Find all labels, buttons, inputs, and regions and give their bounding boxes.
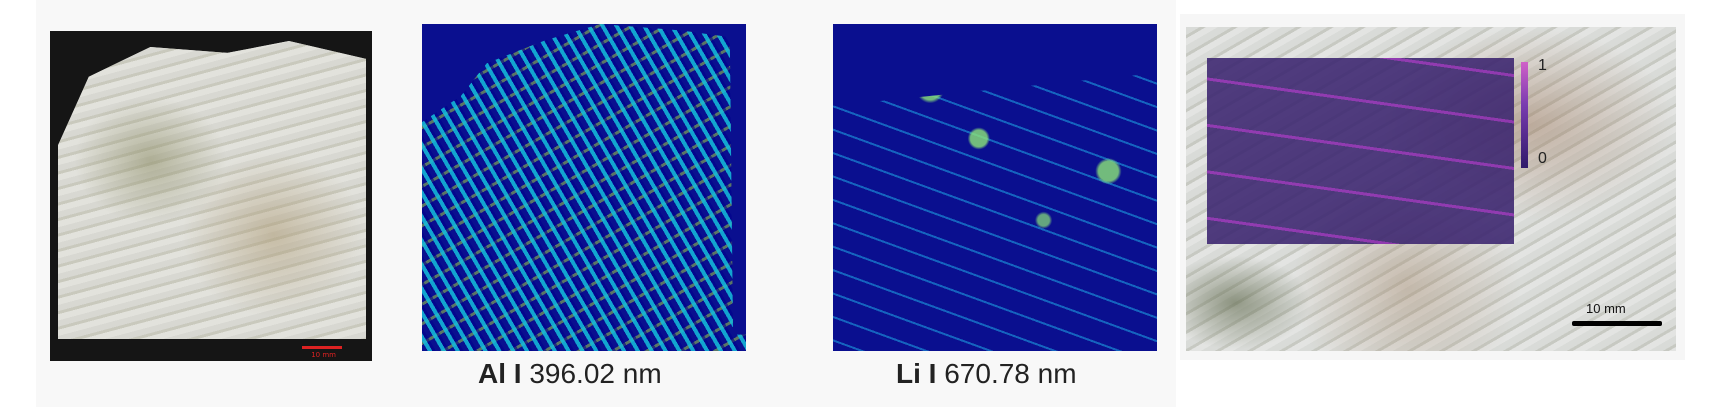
sample-photo: 10 mm: [50, 31, 372, 361]
li-distribution-overlay: [1207, 58, 1514, 244]
sample-surface-photo: 1 0 10 mm: [1186, 27, 1676, 351]
scale-bar-label: 10 mm: [311, 351, 336, 359]
element-label: Li I: [896, 358, 937, 389]
wavelength-label: 396.02 nm: [529, 358, 662, 389]
li-map-texture: [833, 73, 1157, 351]
colorbar: [1521, 62, 1528, 168]
wavelength-label: 670.78 nm: [944, 358, 1077, 389]
li-map-caption: Li I 670.78 nm: [896, 358, 1077, 390]
al-map-texture: [422, 24, 746, 351]
scale-bar: [302, 346, 342, 349]
al-emission-map: [422, 24, 746, 351]
scale-bar-label: 10 mm: [1586, 301, 1626, 316]
overlay-panel: 1 0 10 mm: [1180, 14, 1685, 360]
al-map-caption: Al I 396.02 nm: [478, 358, 662, 390]
li-emission-map: [833, 24, 1157, 351]
scale-bar: [1572, 321, 1662, 326]
colorbar-min-label: 0: [1538, 150, 1547, 167]
colorbar-max-label: 1: [1538, 57, 1547, 74]
element-label: Al I: [478, 358, 522, 389]
rock-sample-image: [58, 41, 366, 339]
